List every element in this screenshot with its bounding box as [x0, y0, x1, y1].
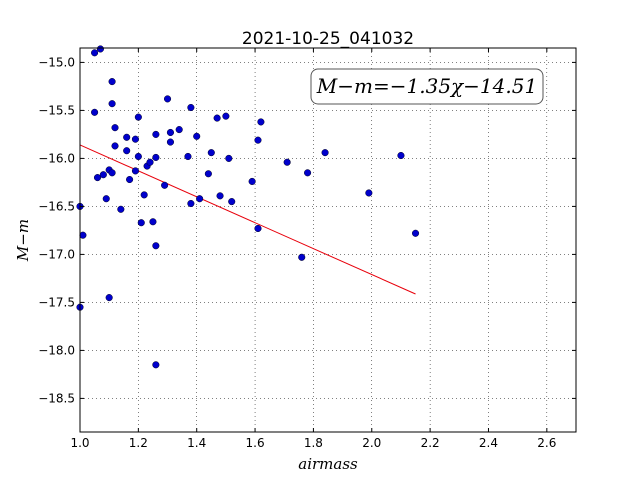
x-axis-label: airmass [298, 455, 358, 473]
data-point [126, 175, 134, 184]
data-point [193, 132, 201, 140]
y-tick-label: −15.0 [38, 55, 75, 69]
data-point [134, 113, 142, 121]
y-tick-label: −16.0 [38, 151, 75, 165]
data-point [152, 153, 160, 161]
data-point [152, 242, 160, 250]
plot-area-frame [79, 47, 577, 433]
data-point [93, 174, 102, 182]
fit-equation-frame [310, 68, 544, 105]
data-point [248, 177, 256, 185]
data-point [411, 229, 420, 237]
y-tick-label: −15.5 [38, 103, 75, 117]
y-tick-label: −17.5 [38, 295, 75, 309]
data-point [321, 149, 329, 157]
y-tick-label: −18.5 [38, 391, 75, 405]
data-point [108, 78, 116, 86]
x-tick-label: 2.0 [362, 436, 381, 450]
axis-ticks [79, 48, 576, 432]
data-point [184, 152, 192, 161]
data-point [152, 130, 160, 138]
data-point [228, 198, 236, 206]
data-point [257, 118, 265, 126]
data-point [111, 124, 119, 132]
data-point [99, 171, 107, 179]
y-axis-label: M−m [14, 219, 32, 262]
y-tick-label: −18.0 [38, 343, 75, 357]
data-point [108, 100, 116, 108]
x-tick-label: 2.2 [421, 436, 440, 450]
data-point [163, 95, 172, 103]
data-point [123, 133, 131, 141]
data-point [166, 138, 174, 146]
data-point [196, 195, 204, 203]
data-point [149, 218, 157, 226]
data-point [152, 361, 160, 369]
data-point [161, 181, 169, 189]
data-point [96, 45, 104, 53]
data-point [131, 167, 139, 175]
y-tick-label: −16.5 [38, 199, 75, 213]
x-tick-label: 1.6 [246, 436, 265, 450]
data-point [283, 158, 291, 166]
data-point [225, 154, 233, 162]
data-point [79, 231, 87, 239]
x-tick-label: 1.2 [129, 436, 148, 450]
grid [79, 48, 576, 432]
data-point [140, 191, 148, 199]
data-point [397, 151, 405, 160]
x-tick-label: 1.0 [70, 436, 89, 450]
x-tick-label: 2.4 [479, 436, 498, 450]
x-tick-label: 1.4 [187, 436, 206, 450]
data-point [213, 114, 221, 122]
data-point [187, 103, 195, 112]
data-point [304, 169, 312, 177]
data-point [134, 152, 142, 161]
data-point [123, 147, 131, 155]
chart-title: 2021-10-25_041032 [242, 29, 414, 49]
data-point [298, 253, 306, 261]
y-tick-label: −17.0 [38, 247, 75, 261]
data-point [111, 142, 119, 150]
x-tick-label: 2.6 [537, 436, 556, 450]
data-point [131, 135, 139, 143]
data-point [105, 294, 113, 302]
data-point [102, 195, 110, 203]
data-point [254, 224, 262, 233]
data-point [166, 128, 174, 137]
data-point [137, 219, 145, 227]
fit-equation: M−m=−1.35χ−14.51 [316, 74, 537, 98]
data-point [91, 49, 99, 57]
data-point [222, 112, 230, 120]
fit-equation-box: M−m=−1.35χ−14.51 [310, 68, 544, 105]
data-point [146, 158, 154, 166]
data-point [117, 205, 125, 213]
data-point [204, 170, 212, 178]
data-point [108, 169, 116, 177]
data-point [365, 189, 373, 197]
data-point [254, 136, 262, 144]
x-tick-labels: 1.0 1.2 1.4 1.6 1.8 2.0 2.2 2.4 2.6 [70, 436, 556, 450]
data-point [207, 149, 215, 157]
data-point [187, 199, 195, 208]
x-tick-label: 1.8 [304, 436, 323, 450]
y-tick-labels: −15.0 −15.5 −16.0 −16.5 −17.0 −17.5 −18.0 −18.5 [38, 55, 75, 405]
data-points [76, 45, 420, 369]
data-point [175, 126, 183, 134]
data-point [91, 108, 99, 116]
data-point [216, 192, 224, 200]
